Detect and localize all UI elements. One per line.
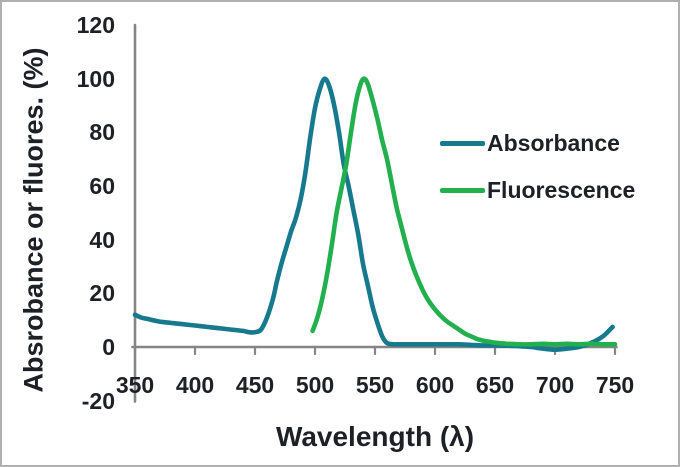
- y-tick-label: 0: [102, 334, 115, 360]
- y-tick-label: -20: [81, 387, 115, 414]
- legend-label-absorbance: Absorbance: [487, 130, 620, 156]
- legend-entry-absorbance: Absorbance: [440, 130, 620, 157]
- x-tick-label: 400: [175, 372, 215, 398]
- legend-label-fluorescence: Fluorescence: [487, 177, 636, 203]
- absorbance-curve: [132, 76, 615, 352]
- y-tick-label: 100: [76, 65, 115, 92]
- x-tick-label: 500: [295, 372, 335, 398]
- x-tick-label: 750: [595, 372, 635, 398]
- x-tick-label: 650: [475, 372, 515, 398]
- x-axis-title: Wavelength (λ): [275, 421, 475, 452]
- x-tick-label: 600: [415, 372, 455, 398]
- fluorescence-line-swatch: [440, 188, 485, 193]
- y-tick-label: 40: [89, 226, 115, 253]
- x-tick-label: 450: [235, 372, 275, 398]
- absorbance-line-swatch: [440, 141, 485, 146]
- y-tick-label: 80: [89, 119, 115, 146]
- legend-entry-fluorescence: Fluorescence: [440, 177, 635, 204]
- y-tick-label: 120: [76, 12, 115, 38]
- x-tick-label: 550: [355, 372, 395, 398]
- x-tick-label: 700: [535, 372, 575, 398]
- y-tick-label: 20: [89, 280, 115, 307]
- y-tick-label: 60: [89, 173, 115, 199]
- x-tick-label: 350: [115, 372, 155, 398]
- fluorescence-curve: [310, 76, 618, 347]
